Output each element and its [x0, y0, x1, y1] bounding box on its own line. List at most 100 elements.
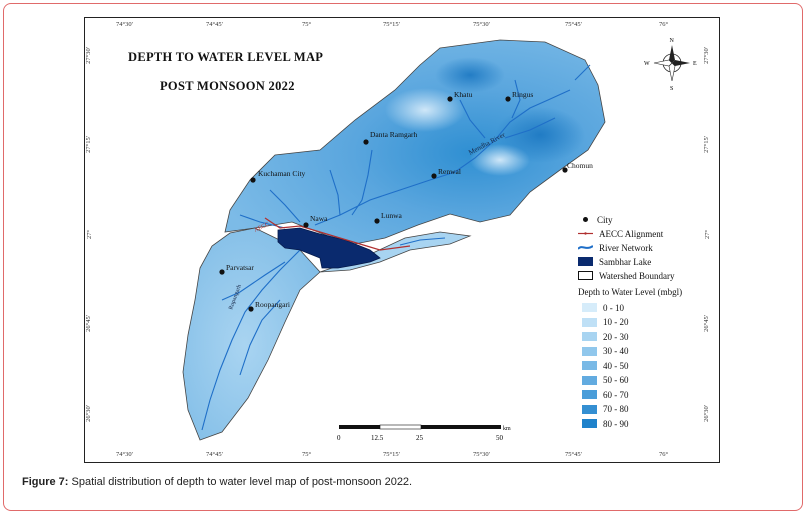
- depth-class-label: 50 - 60: [603, 375, 629, 385]
- top-tick: 74°45': [206, 21, 223, 28]
- depth-swatch-icon: [582, 346, 597, 356]
- top-tick: 76°: [659, 21, 669, 28]
- depth-swatch-icon: [582, 303, 597, 312]
- top-tick: 75°30': [473, 21, 490, 28]
- city-marker: [303, 222, 309, 228]
- city-label-ringus: Ringus: [512, 90, 533, 99]
- alignment-line-icon: [578, 232, 593, 235]
- bottom-tick: 76°: [659, 451, 669, 458]
- city-label-lunwa: Lunwa: [381, 211, 402, 220]
- city-label-parvatsar: Parvatsar: [226, 263, 254, 272]
- top-tick: 75°: [302, 21, 312, 28]
- top-tick: 75°45': [565, 21, 582, 28]
- city-label-danta-ramgarh: Danta Ramgarh: [370, 130, 418, 139]
- depth-class-label: 70 - 80: [603, 404, 629, 414]
- scale-unit: km: [503, 426, 511, 432]
- scale-label: 12.5: [371, 434, 384, 442]
- depth-swatch-icon: [582, 375, 597, 385]
- depth-class-label: 40 - 50: [603, 360, 629, 371]
- bottom-tick: 75°15': [383, 451, 400, 458]
- legend-depth-title: Depth to Water Level (mbgl): [578, 286, 682, 297]
- legend-depth-class: 10 - 20: [578, 317, 629, 328]
- city-dot-icon: [583, 217, 588, 222]
- city-label-khatu: Khatu: [454, 90, 473, 99]
- depth-class-label: 20 - 30: [603, 331, 629, 342]
- legend-label: AECC Alignment: [599, 228, 664, 239]
- bottom-tick: 74°45': [206, 451, 223, 458]
- city-label-renwal: Renwal: [438, 167, 461, 176]
- depth-class-label: 0 - 10: [603, 302, 624, 313]
- depth-class-label: 10 - 20: [603, 317, 629, 327]
- caption-text: Spatial distribution of depth to water l…: [71, 476, 413, 488]
- aecc-alignment: [264, 217, 411, 251]
- bottom-tick: 74°30': [116, 451, 133, 458]
- lake-swatch-icon: [578, 257, 593, 266]
- north-arrow: N S E W: [644, 38, 697, 92]
- top-tick: 75°15': [383, 21, 400, 28]
- top-tick: 74°30': [116, 21, 133, 28]
- legend-depth-class: 0 - 10: [578, 302, 624, 313]
- city-marker: [562, 167, 568, 173]
- city-marker: [431, 173, 437, 179]
- river-icon: [578, 245, 593, 250]
- depth-swatch-icon: [582, 317, 597, 327]
- city-marker: [374, 218, 380, 224]
- city-marker: [248, 306, 254, 312]
- shallow-zone: [385, 88, 465, 132]
- depth-swatch-icon: [582, 332, 597, 341]
- depth-class-label: 30 - 40: [603, 346, 629, 356]
- legend-depth-class: 50 - 60: [578, 375, 629, 386]
- bottom-tick: 75°45': [565, 451, 582, 458]
- city-marker: [250, 177, 256, 183]
- legend-depth-class: 30 - 40: [578, 346, 629, 357]
- bottom-tick: 75°: [302, 451, 312, 458]
- legend-title: Depth to Water Level (mbgl): [578, 286, 683, 297]
- scale-label: 0: [337, 434, 341, 442]
- depth-swatch-icon: [582, 419, 597, 428]
- compass-e: E: [693, 61, 697, 67]
- map-subtitle: POST MONSOON 2022: [160, 79, 295, 93]
- legend-depth-class: 40 - 50: [578, 360, 629, 371]
- depth-class-label: 60 - 70: [603, 389, 629, 400]
- river-network: [201, 64, 591, 431]
- map-title: DEPTH TO WATER LEVEL MAP: [128, 50, 324, 64]
- boundary-swatch-icon: [578, 271, 593, 280]
- city-label-kuchaman-city: Kuchaman City: [258, 169, 306, 178]
- depth-swatch-icon: [582, 390, 597, 399]
- scale-label: 25: [416, 434, 424, 442]
- legend-depth-class: 70 - 80: [578, 404, 629, 415]
- legend-label: City: [597, 214, 613, 225]
- city-label-chomun: Chomun: [567, 161, 593, 170]
- legend-label: River Network: [599, 242, 653, 253]
- bottom-tick: 75°30': [473, 451, 490, 458]
- city-marker: [505, 96, 511, 102]
- legend-depth-class: 20 - 30: [578, 331, 629, 342]
- city-marker: [363, 139, 369, 145]
- figure-caption: Figure 7: Spatial distribution of depth …: [22, 476, 412, 488]
- legend-city: City: [578, 214, 613, 225]
- depth-swatch-icon: [582, 361, 597, 370]
- compass-n: N: [670, 38, 675, 44]
- legend-river: River Network: [578, 242, 653, 253]
- legend-lake: Sambhar Lake: [578, 256, 651, 267]
- scale-label: 50: [496, 434, 504, 442]
- watershed-south-west: [182, 227, 321, 441]
- legend-label: Sambhar Lake: [599, 256, 652, 267]
- deep-zone: [435, 57, 505, 93]
- compass-s: S: [670, 86, 673, 92]
- deep-zone: [495, 107, 585, 163]
- compass-w: W: [644, 61, 650, 67]
- city-label-nawa: Nawa: [310, 214, 328, 223]
- caption-label: Figure 7:: [22, 476, 69, 488]
- city-markers: Khatu Ringus Danta Ramgarh Chomun Renwal…: [219, 90, 593, 312]
- depth-class-label: 80 - 90: [603, 418, 629, 429]
- scale-bar: 0 12.5 25 50 km: [337, 424, 511, 442]
- city-marker: [219, 269, 225, 275]
- figure-frame: [3, 3, 803, 511]
- legend-depth-class: 80 - 90: [578, 418, 629, 429]
- legend-alignment: AECC Alignment: [578, 228, 663, 239]
- watershed-north-east: [224, 39, 606, 246]
- sambhar-lake: [277, 227, 381, 269]
- legend-depth-class: 60 - 70: [578, 389, 629, 400]
